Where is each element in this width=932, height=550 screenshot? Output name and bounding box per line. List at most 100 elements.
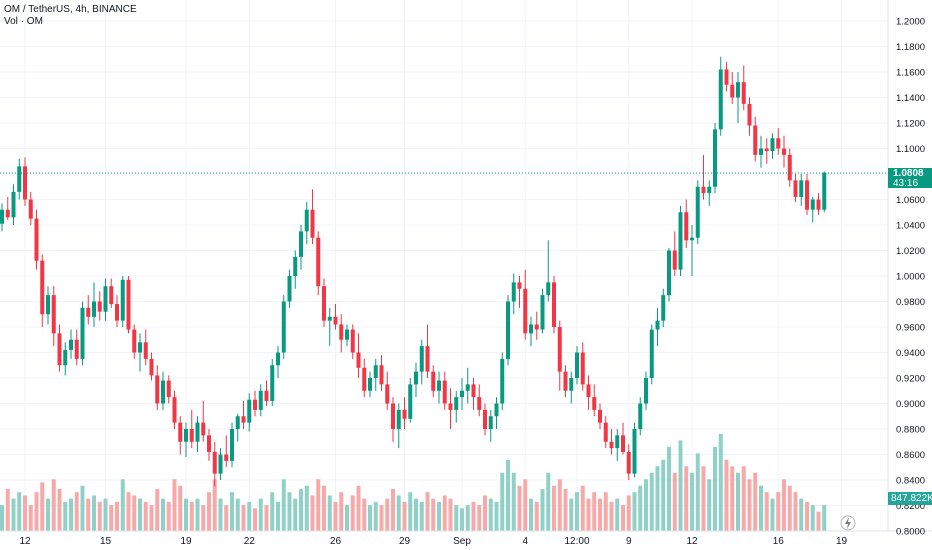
price-tick-label: 1.2000 bbox=[896, 17, 925, 28]
candle-body bbox=[638, 403, 643, 429]
volume-bar bbox=[736, 472, 740, 531]
volume-bar bbox=[34, 492, 39, 531]
volume-bar bbox=[184, 498, 188, 531]
volume-bar bbox=[563, 488, 568, 531]
volume-bar bbox=[350, 495, 355, 531]
volume-bar bbox=[120, 479, 125, 531]
candle-body bbox=[34, 218, 39, 261]
volume-bar bbox=[402, 501, 407, 531]
candle-body bbox=[437, 380, 441, 391]
volume-bar bbox=[517, 485, 522, 531]
volume-bar bbox=[235, 498, 240, 531]
candle-body bbox=[632, 429, 637, 474]
candle-body bbox=[747, 103, 752, 126]
candle-body bbox=[132, 329, 137, 353]
volume-bar bbox=[787, 485, 792, 531]
candle-body bbox=[552, 282, 556, 327]
candle-body bbox=[333, 316, 338, 325]
volume-bar bbox=[11, 498, 16, 531]
candle-body bbox=[483, 409, 487, 429]
volume-bar bbox=[793, 492, 798, 531]
candle-body bbox=[0, 209, 4, 224]
volume-bar bbox=[414, 498, 418, 531]
candle-body bbox=[293, 256, 298, 276]
volume-bar bbox=[333, 501, 338, 531]
candle-body bbox=[258, 390, 263, 410]
candle-body bbox=[281, 301, 286, 353]
volume-bar bbox=[701, 466, 706, 531]
volume-bar bbox=[230, 492, 234, 531]
volume-bar bbox=[586, 498, 591, 531]
candle-body bbox=[143, 342, 148, 359]
volume-bar bbox=[454, 505, 459, 531]
candle-body bbox=[506, 301, 510, 359]
candle-body bbox=[787, 154, 792, 181]
candle-body bbox=[207, 435, 211, 452]
candle-body bbox=[109, 286, 114, 305]
candle-body bbox=[40, 260, 45, 315]
volume-bar bbox=[17, 492, 22, 531]
current-price-value: 1.0808 bbox=[893, 168, 924, 179]
candle-body bbox=[74, 339, 79, 359]
candle-body bbox=[264, 390, 269, 401]
volume-bar bbox=[529, 498, 533, 531]
candle-body bbox=[276, 352, 280, 366]
candle-body bbox=[586, 384, 591, 398]
candle-body bbox=[713, 129, 717, 187]
candle-body bbox=[339, 324, 344, 340]
candle-body bbox=[138, 342, 142, 353]
candle-body bbox=[230, 429, 234, 461]
volume-bar bbox=[253, 508, 257, 531]
candle-body bbox=[166, 380, 171, 398]
candle-body bbox=[701, 186, 706, 194]
candle-body bbox=[57, 333, 62, 366]
candle-body bbox=[350, 329, 355, 353]
volume-bar bbox=[368, 505, 372, 531]
candle-body bbox=[672, 250, 677, 270]
volume-bar bbox=[598, 498, 602, 531]
volume-bar bbox=[448, 498, 453, 531]
volume-bar bbox=[632, 492, 637, 531]
volume-bar bbox=[57, 488, 62, 531]
price-tick-label: 1.1000 bbox=[896, 144, 925, 155]
volume-bar bbox=[299, 488, 303, 531]
candle-body bbox=[46, 295, 50, 315]
volume-bar bbox=[718, 433, 723, 531]
volume-bar bbox=[626, 495, 631, 531]
candle-body bbox=[477, 397, 482, 410]
volume-bar bbox=[327, 495, 332, 531]
volume-bar bbox=[212, 479, 217, 531]
volume-bar bbox=[511, 472, 516, 531]
volume-bar bbox=[546, 472, 551, 531]
volume-bar bbox=[557, 479, 562, 531]
volume-bar bbox=[776, 492, 781, 531]
volume-bar bbox=[552, 485, 556, 531]
candle-body bbox=[299, 231, 303, 257]
volume-bar bbox=[638, 485, 643, 531]
candle-body bbox=[690, 237, 694, 241]
candle-body bbox=[488, 416, 493, 429]
candle-body bbox=[316, 237, 321, 287]
candle-body bbox=[534, 324, 539, 330]
volume-bar bbox=[201, 505, 206, 531]
volume-bar bbox=[115, 501, 119, 531]
candle-body bbox=[270, 365, 275, 401]
volume-bar bbox=[316, 479, 321, 531]
candle-body bbox=[120, 279, 125, 321]
volume-bar bbox=[437, 501, 441, 531]
candle-body bbox=[396, 409, 401, 429]
volume-bar bbox=[500, 472, 505, 531]
volume-bar bbox=[155, 488, 160, 531]
volume-bar bbox=[385, 498, 390, 531]
volume-bar bbox=[264, 505, 269, 531]
candle-body bbox=[310, 209, 315, 238]
lightning-icon[interactable] bbox=[840, 515, 856, 531]
volume-bar bbox=[322, 485, 326, 531]
candle-body bbox=[575, 352, 579, 378]
price-tick-label: 1.0200 bbox=[896, 246, 925, 257]
volume-bar bbox=[805, 501, 809, 531]
candle-body bbox=[598, 409, 602, 423]
volume-bar bbox=[247, 501, 252, 531]
candle-body bbox=[460, 390, 464, 398]
candle-body bbox=[97, 301, 102, 312]
